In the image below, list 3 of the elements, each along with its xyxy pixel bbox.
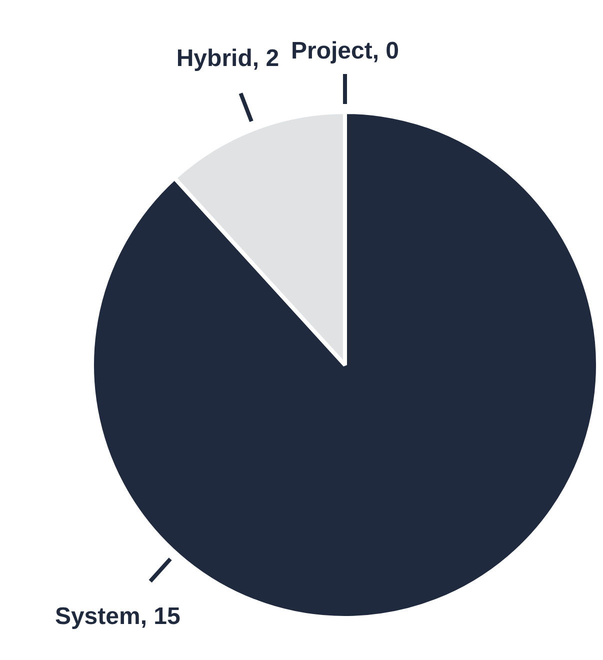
slice-label: Hybrid, 2 bbox=[176, 45, 280, 72]
slice-label: System, 15 bbox=[54, 603, 180, 630]
category-label: Project, 0 bbox=[290, 38, 400, 65]
